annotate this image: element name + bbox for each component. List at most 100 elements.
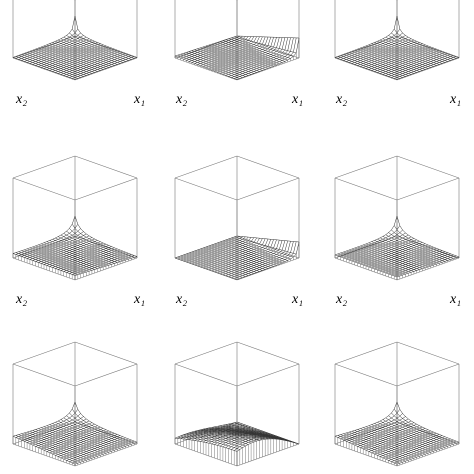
surface-mesh xyxy=(363,428,426,450)
surface-mesh xyxy=(191,237,255,265)
surface-mesh xyxy=(374,423,437,451)
box-edge xyxy=(396,177,460,201)
box-edge xyxy=(174,363,238,387)
surface-mesh xyxy=(63,417,126,447)
surface-mesh xyxy=(208,427,271,440)
surface-mesh xyxy=(211,244,274,267)
box-edge xyxy=(74,155,138,179)
box-edge xyxy=(236,363,300,387)
surface-mesh xyxy=(194,237,257,266)
surface-mesh xyxy=(393,28,457,59)
surface-mesh xyxy=(27,235,90,259)
surface-mesh xyxy=(228,423,291,442)
surface-mesh xyxy=(236,35,300,39)
surface-mesh xyxy=(222,240,285,262)
axis-label: x₂ xyxy=(15,292,27,307)
box-edge xyxy=(174,177,238,201)
surface-mesh xyxy=(357,42,420,66)
surface-mesh xyxy=(368,425,431,453)
surface-mesh xyxy=(365,45,429,69)
surface-mesh xyxy=(183,236,246,262)
surface-mesh xyxy=(234,37,297,79)
surface-mesh xyxy=(46,425,109,453)
axis-label: x₂ xyxy=(175,92,187,107)
surface-mesh xyxy=(393,225,457,259)
surface-mesh xyxy=(393,408,457,444)
surface-mesh xyxy=(52,239,115,264)
surface-mesh xyxy=(360,43,423,67)
surface-mesh xyxy=(60,38,123,63)
surface-mesh xyxy=(225,39,288,61)
surface-mesh xyxy=(71,223,135,258)
surface-mesh xyxy=(349,420,412,443)
surface-mesh xyxy=(360,426,423,448)
surface-mesh xyxy=(52,42,115,66)
surface-mesh xyxy=(186,36,249,61)
surface-mesh xyxy=(186,236,249,263)
surface-mesh xyxy=(371,43,434,67)
surface-mesh xyxy=(236,421,300,445)
box-edge xyxy=(174,155,238,179)
box-edge xyxy=(396,363,460,387)
surface-mesh xyxy=(49,424,112,452)
surface-mesh xyxy=(183,424,246,440)
surface-mesh xyxy=(377,422,440,450)
surface-mesh xyxy=(222,40,285,62)
surface-mesh xyxy=(35,42,98,66)
surface-mesh xyxy=(177,422,240,439)
surface-mesh xyxy=(29,237,92,260)
surface-mesh xyxy=(60,419,123,448)
surface-mesh xyxy=(74,401,138,443)
surface-mesh xyxy=(388,35,451,61)
surface-mesh xyxy=(391,229,454,259)
surface-mesh xyxy=(69,228,132,259)
surface-mesh xyxy=(214,243,277,266)
surface-mesh xyxy=(349,38,412,63)
box-edge xyxy=(334,341,398,365)
surface-mesh xyxy=(231,37,294,57)
surface-mesh xyxy=(15,28,79,59)
surface-mesh xyxy=(180,36,243,59)
surface-mesh xyxy=(371,241,434,266)
surface-mesh xyxy=(189,36,252,62)
surface-mesh xyxy=(49,240,112,265)
surface-mesh xyxy=(183,36,246,60)
surface-mesh xyxy=(174,421,238,439)
surface-mesh xyxy=(334,15,398,58)
surface-mesh xyxy=(217,242,280,265)
axis-label: x₁ xyxy=(449,92,461,107)
surface-mesh xyxy=(211,43,274,67)
surface-mesh xyxy=(374,240,437,265)
surface-mesh xyxy=(379,237,443,263)
surface-mesh xyxy=(24,418,87,442)
surface-mesh xyxy=(43,429,107,451)
surface-mesh xyxy=(38,426,101,448)
surface-plots xyxy=(12,0,460,467)
surface-mesh xyxy=(379,420,443,449)
surface-mesh xyxy=(203,238,266,269)
surface-mesh xyxy=(41,242,104,264)
box-edge xyxy=(396,155,460,179)
surface-mesh xyxy=(340,413,403,439)
surface-mesh xyxy=(41,428,104,450)
surface-mesh xyxy=(38,241,101,263)
surface-mesh xyxy=(228,38,291,59)
surface-mesh xyxy=(231,237,294,258)
box-edge xyxy=(334,155,398,179)
surface-mesh xyxy=(186,425,249,440)
surface-mesh xyxy=(343,416,406,441)
surface-mesh xyxy=(71,408,135,444)
surface-mesh xyxy=(35,425,98,447)
surface-mesh xyxy=(21,231,84,257)
surface-mesh xyxy=(180,236,243,261)
surface-mesh xyxy=(337,225,401,257)
box-edge xyxy=(396,341,460,365)
surface-mesh xyxy=(222,424,285,441)
surface-mesh xyxy=(363,243,426,266)
surface-mesh xyxy=(236,235,300,243)
surface-mesh xyxy=(21,416,84,441)
surface-mesh xyxy=(200,36,263,66)
surface-mesh xyxy=(371,424,434,452)
surface-mesh xyxy=(396,215,460,258)
surface-mesh xyxy=(57,236,121,262)
